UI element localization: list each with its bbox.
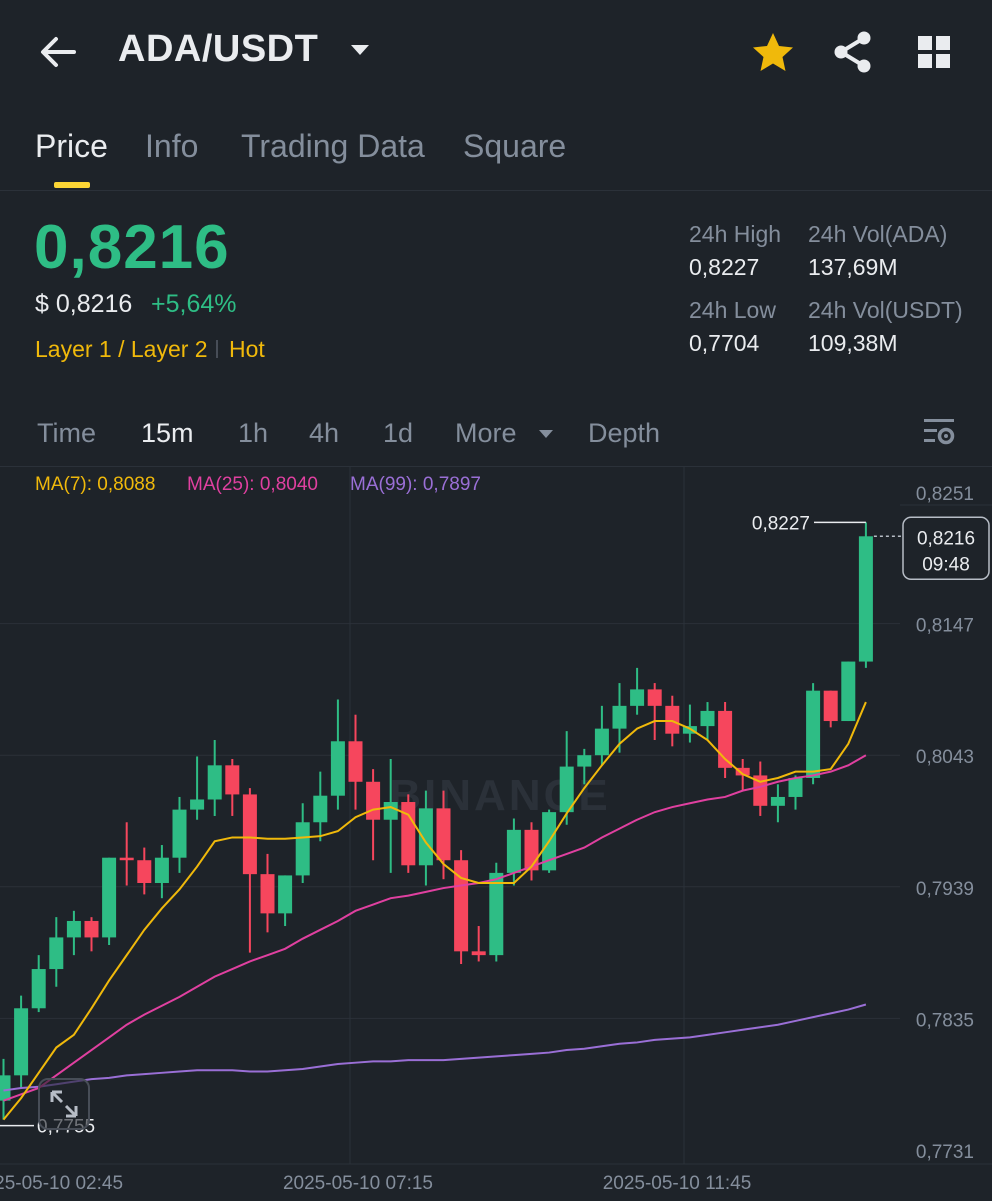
category-tag[interactable]: Layer 1 / Layer 2: [35, 336, 208, 362]
tab-square[interactable]: Square: [463, 128, 567, 164]
interval-4h[interactable]: 4h: [309, 418, 340, 448]
interval-depth[interactable]: Depth: [588, 418, 661, 448]
interval-1h[interactable]: 1h: [238, 418, 269, 448]
interval-1d[interactable]: 1d: [383, 418, 414, 448]
low-value: 0,7704: [689, 330, 760, 356]
share-icon[interactable]: [832, 30, 874, 74]
ma99-legend: MA(99): 0,7897: [350, 474, 481, 495]
back-arrow-icon[interactable]: [36, 30, 80, 74]
interval-time[interactable]: Time: [37, 418, 96, 448]
high-label: 24h High: [689, 221, 782, 247]
low-label: 24h Low: [689, 297, 776, 323]
tag-divider: [216, 340, 218, 358]
interval-bar: Time 15m 1h 4h 1d More Depth: [0, 400, 992, 466]
star-icon[interactable]: [750, 30, 796, 76]
vol-quote-label: 24h Vol(USDT): [808, 297, 963, 323]
price-change: +5,64%: [151, 290, 237, 318]
pair-title[interactable]: ADA/USDT: [118, 28, 319, 70]
vol-quote-value: 109,38M: [808, 330, 898, 356]
tab-bar: Price Info Trading Data Square: [0, 118, 992, 191]
top-bar: ADA/USDT: [0, 0, 992, 104]
expand-chart-button[interactable]: [38, 1078, 90, 1130]
ma7-legend: MA(7): 0,8088: [35, 474, 156, 495]
vol-base-label: 24h Vol(ADA): [808, 221, 948, 247]
grid-icon[interactable]: [916, 34, 952, 70]
active-tab-indicator: [54, 182, 90, 188]
vol-base-value: 137,69M: [808, 254, 898, 280]
caret-down-icon[interactable]: [348, 42, 372, 58]
chart-area[interactable]: [0, 466, 992, 1201]
chart-settings-icon[interactable]: [922, 416, 956, 448]
high-value: 0,8227: [689, 254, 760, 280]
more-caret-icon[interactable]: [538, 428, 554, 440]
tab-price[interactable]: Price: [35, 128, 108, 164]
interval-15m[interactable]: 15m: [141, 418, 194, 448]
expand-icon: [50, 1090, 78, 1118]
interval-more[interactable]: More: [455, 418, 517, 448]
tab-info[interactable]: Info: [145, 128, 199, 164]
ma25-legend: MA(25): 0,8040: [187, 474, 318, 495]
tab-trading-data[interactable]: Trading Data: [241, 128, 425, 164]
last-price: 0,8216: [34, 213, 230, 282]
hot-tag[interactable]: Hot: [229, 336, 265, 362]
fiat-price: $ 0,8216: [35, 290, 133, 318]
